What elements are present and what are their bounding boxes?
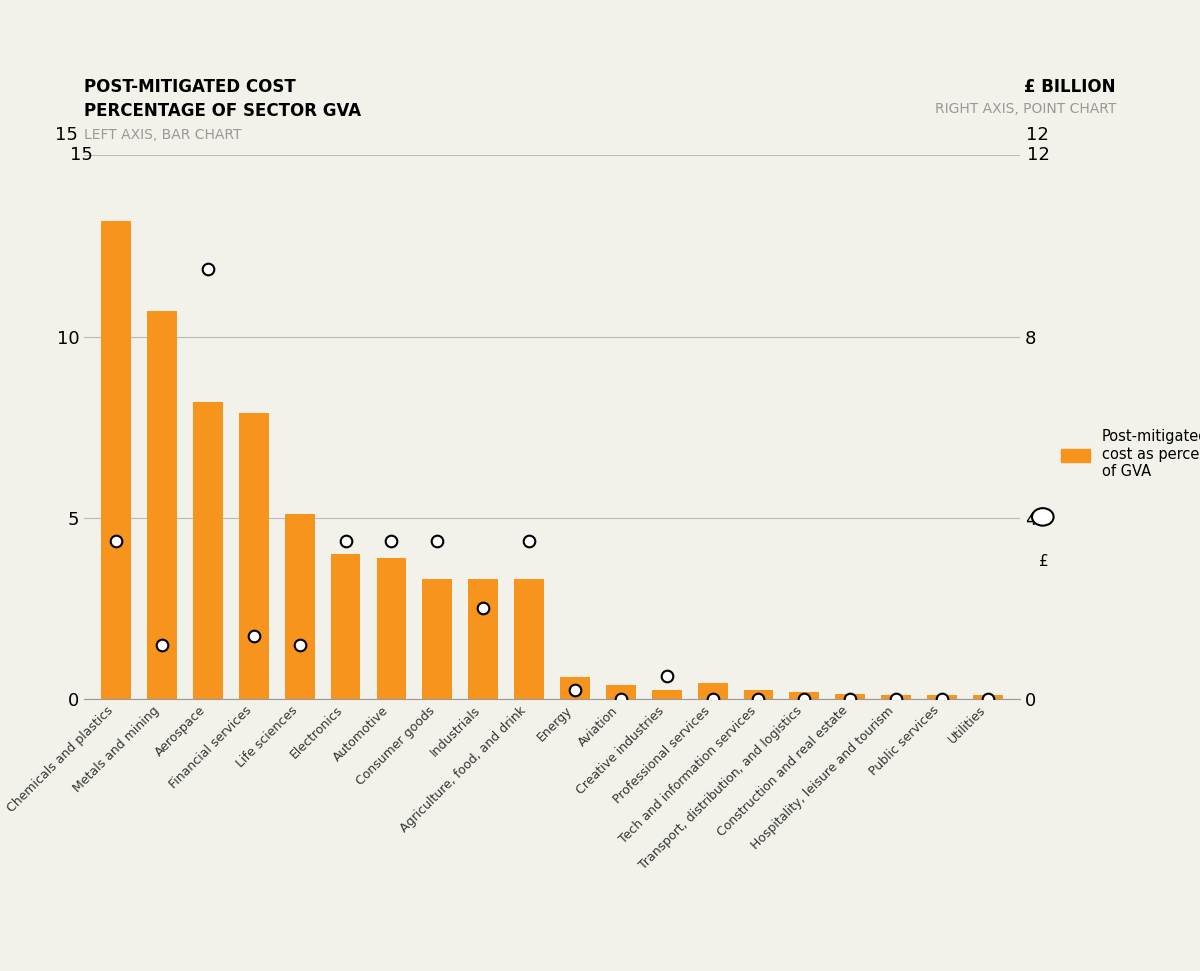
Legend: Post-mitigated
cost as percentage
of GVA: Post-mitigated cost as percentage of GVA xyxy=(1055,423,1200,486)
Point xyxy=(244,628,263,644)
Bar xyxy=(697,683,727,699)
Point xyxy=(198,261,217,277)
Bar xyxy=(652,690,682,699)
Point xyxy=(841,691,860,707)
Bar xyxy=(193,402,223,699)
Point xyxy=(978,691,997,707)
Point xyxy=(427,533,446,549)
Point xyxy=(611,691,630,707)
Bar xyxy=(331,554,360,699)
Point xyxy=(474,601,493,617)
Bar xyxy=(239,413,269,699)
Point xyxy=(107,533,126,549)
Circle shape xyxy=(1032,508,1054,525)
Point xyxy=(887,691,906,707)
Bar xyxy=(377,557,407,699)
Point xyxy=(336,533,355,549)
Bar xyxy=(284,515,314,699)
Bar xyxy=(928,695,956,699)
Bar xyxy=(744,690,773,699)
Bar xyxy=(560,678,590,699)
Text: £: £ xyxy=(1039,554,1049,569)
Point xyxy=(565,683,584,698)
Bar xyxy=(881,695,911,699)
Bar xyxy=(973,695,1003,699)
Point xyxy=(749,691,768,707)
Text: LEFT AXIS, BAR CHART: LEFT AXIS, BAR CHART xyxy=(84,128,241,142)
Text: 15: 15 xyxy=(71,147,94,164)
Text: PERCENTAGE OF SECTOR GVA: PERCENTAGE OF SECTOR GVA xyxy=(84,102,361,120)
Point xyxy=(703,691,722,707)
Bar xyxy=(468,580,498,699)
Point xyxy=(520,533,539,549)
Point xyxy=(658,669,677,685)
Text: 12: 12 xyxy=(1026,125,1049,144)
Point xyxy=(794,691,814,707)
Bar xyxy=(790,692,820,699)
Bar xyxy=(148,312,176,699)
Bar xyxy=(514,580,544,699)
Point xyxy=(932,691,952,707)
Bar xyxy=(101,220,131,699)
Text: 12: 12 xyxy=(1027,147,1050,164)
Point xyxy=(152,637,172,653)
Bar xyxy=(606,685,636,699)
Point xyxy=(290,637,310,653)
Point xyxy=(382,533,401,549)
Text: POST-MITIGATED COST: POST-MITIGATED COST xyxy=(84,78,295,96)
Text: 15: 15 xyxy=(55,125,78,144)
Text: RIGHT AXIS, POINT CHART: RIGHT AXIS, POINT CHART xyxy=(935,102,1116,116)
Bar xyxy=(422,580,452,699)
Text: £ BILLION: £ BILLION xyxy=(1025,78,1116,96)
Bar xyxy=(835,693,865,699)
